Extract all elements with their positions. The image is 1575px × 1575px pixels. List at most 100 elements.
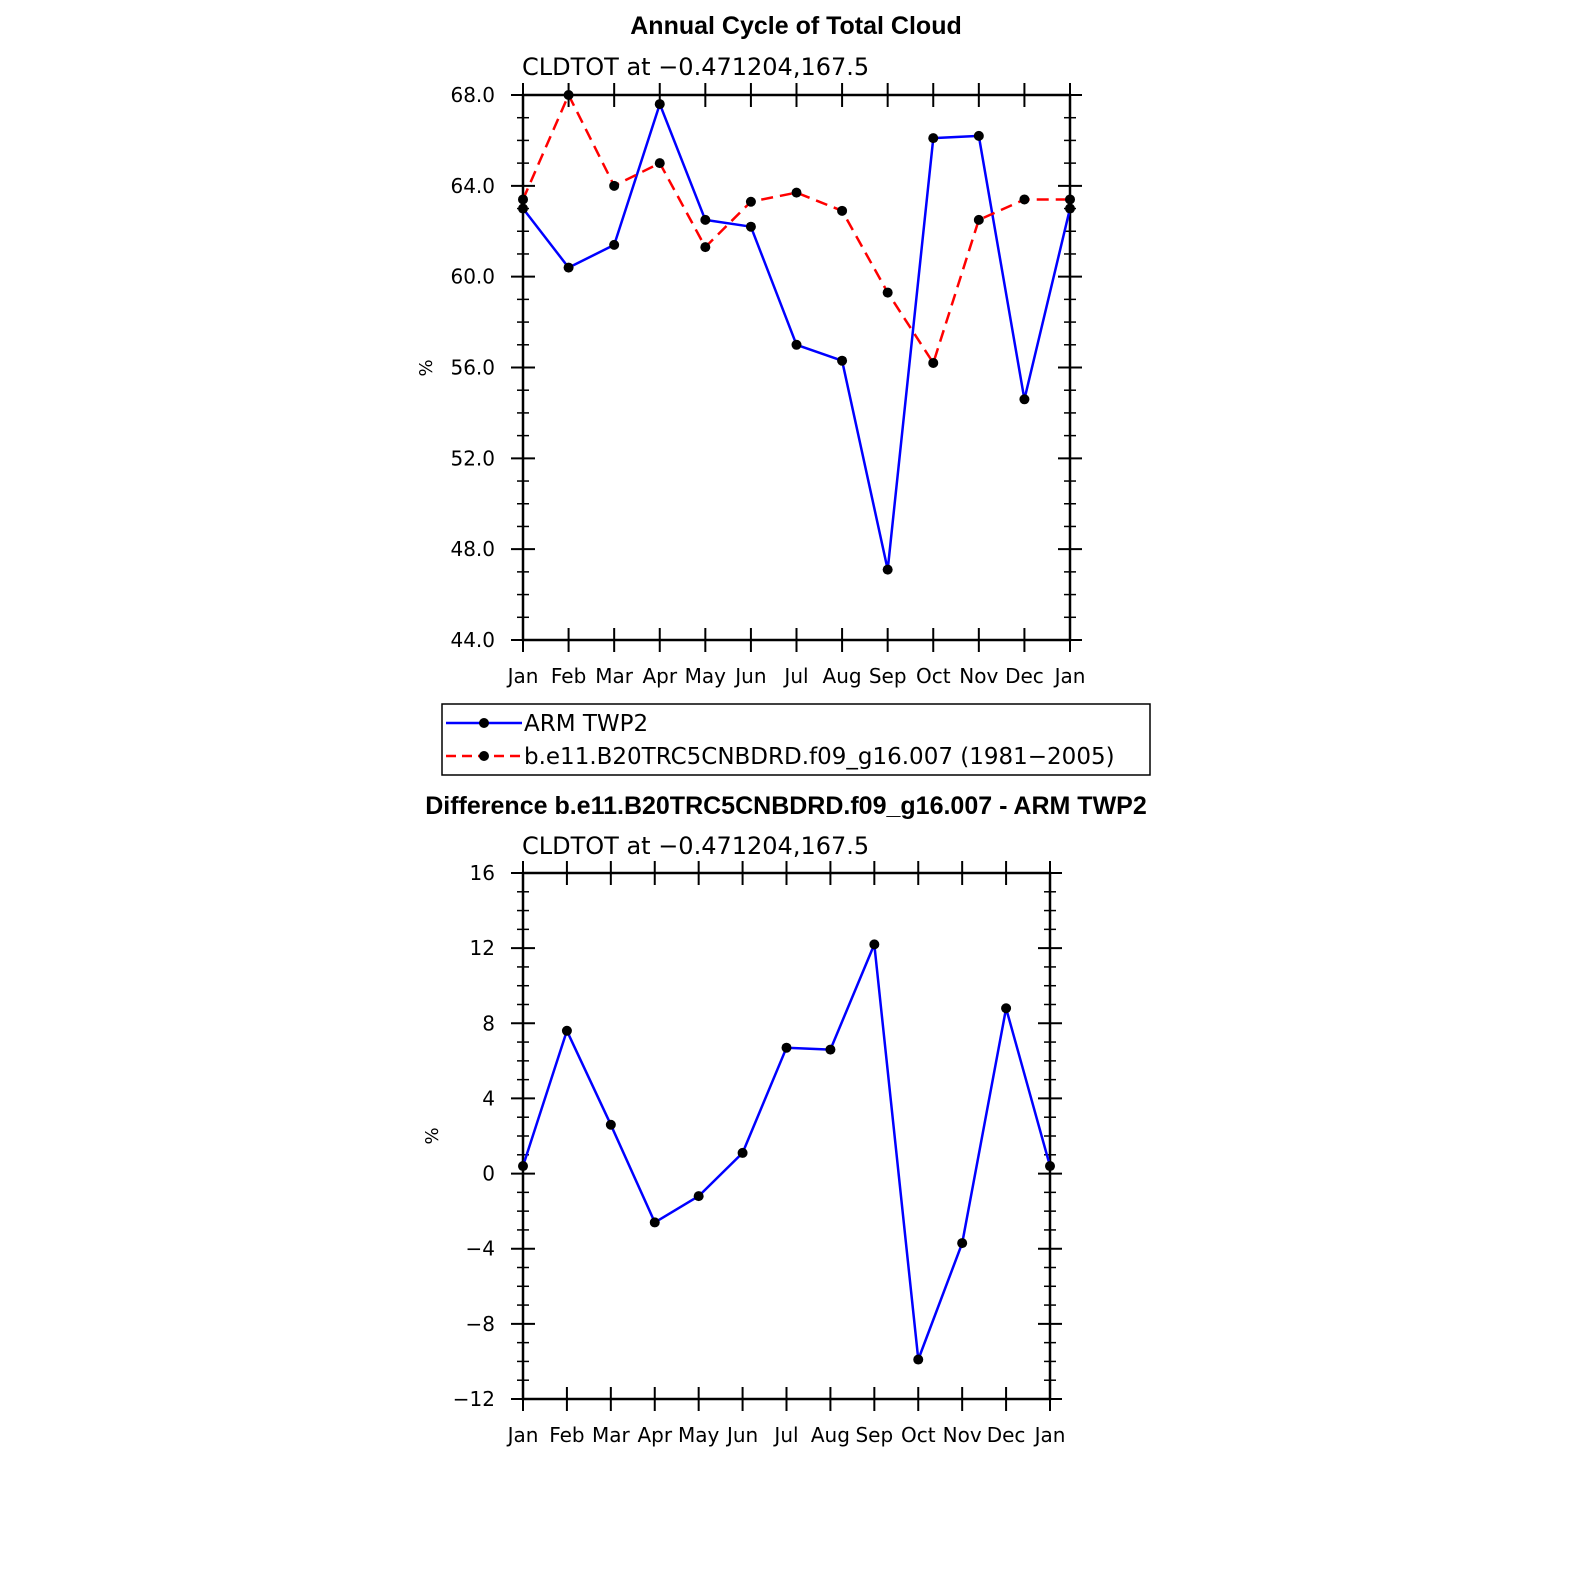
y-axis-label: % bbox=[416, 359, 437, 376]
y-axis: 44.0 48.0 52.0 56.0 60.0 64.0 68.0 bbox=[450, 83, 1082, 652]
x-tick-label: Jul bbox=[772, 1423, 798, 1447]
data-point bbox=[563, 262, 574, 273]
x-tick-label: May bbox=[678, 1423, 720, 1447]
data-point bbox=[518, 194, 528, 205]
x-axis: Jan Feb Mar Apr May Jun Jul Aug Sep Oct Nov Dec Jan bbox=[506, 83, 1086, 688]
data-point bbox=[518, 203, 528, 214]
y-tick-label: 68.0 bbox=[450, 83, 495, 107]
difference-panel: Difference b.e11.B20TRC5CNBDRD.f09_g16.0… bbox=[422, 792, 1147, 1447]
x-tick-label: Jul bbox=[782, 664, 808, 688]
chart-subtitle: CLDTOT at −0.471204,167.5 bbox=[522, 53, 869, 81]
y-axis: −12 −8 −4 0 4 8 12 16 bbox=[453, 861, 1062, 1411]
x-tick-label: Jun bbox=[725, 1423, 758, 1447]
plot-frame bbox=[521, 93, 1072, 642]
x-tick-label: Dec bbox=[987, 1423, 1026, 1447]
y-tick-label: 64.0 bbox=[450, 174, 495, 198]
x-tick-label: Jan bbox=[1053, 664, 1086, 688]
x-tick-label: Jan bbox=[1033, 1423, 1066, 1447]
series-0 bbox=[518, 99, 1075, 575]
x-tick-label: Aug bbox=[811, 1423, 850, 1447]
x-tick-label: Feb bbox=[551, 664, 586, 688]
data-point bbox=[693, 1191, 704, 1202]
data-point bbox=[609, 239, 620, 250]
data-point bbox=[1065, 203, 1075, 214]
data-point bbox=[837, 355, 848, 366]
x-tick-label: Jan bbox=[506, 664, 539, 688]
chart-title-difference: Difference b.e11.B20TRC5CNBDRD.f09_g16.0… bbox=[425, 792, 1147, 820]
series-line bbox=[521, 943, 1052, 1361]
data-point bbox=[882, 287, 893, 298]
y-tick-label: −12 bbox=[453, 1387, 495, 1411]
data-point bbox=[791, 187, 802, 198]
data-point bbox=[913, 1354, 924, 1365]
legend-entry-arm: ARM TWP2 bbox=[446, 711, 648, 737]
x-tick-label: Aug bbox=[823, 664, 862, 688]
y-tick-label: 48.0 bbox=[450, 537, 495, 561]
y-tick-label: 8 bbox=[482, 1011, 495, 1035]
data-point bbox=[1001, 1003, 1012, 1014]
data-point bbox=[609, 180, 620, 191]
y-tick-label: 16 bbox=[470, 861, 495, 885]
data-point bbox=[654, 99, 665, 110]
legend: ARM TWP2 b.e11.B20TRC5CNBDRD.f09_g16.007… bbox=[441, 703, 1151, 776]
legend-box bbox=[441, 703, 1151, 776]
x-tick-label: Sep bbox=[855, 1423, 893, 1447]
data-point bbox=[791, 339, 802, 350]
x-tick-label: Mar bbox=[592, 1423, 631, 1447]
data-point bbox=[1019, 394, 1030, 405]
data-point bbox=[928, 133, 939, 144]
x-tick-label: Jan bbox=[506, 1423, 539, 1447]
x-tick-label: Oct bbox=[901, 1423, 936, 1447]
x-tick-label: Feb bbox=[549, 1423, 584, 1447]
series-line bbox=[522, 102, 1072, 571]
x-tick-label: Nov bbox=[959, 664, 998, 688]
data-point bbox=[745, 196, 756, 207]
plot-frame bbox=[521, 871, 1052, 1401]
y-axis-label-difference: % bbox=[422, 1127, 443, 1144]
data-point bbox=[928, 357, 939, 368]
data-point bbox=[837, 205, 848, 216]
y-tick-label: 4 bbox=[482, 1086, 495, 1110]
legend-marker-model bbox=[479, 751, 489, 761]
chart-subtitle-difference: CLDTOT at −0.471204,167.5 bbox=[522, 832, 869, 860]
y-tick-label: 60.0 bbox=[450, 265, 495, 289]
x-tick-label: Apr bbox=[637, 1423, 672, 1447]
y-tick-label: 56.0 bbox=[450, 356, 495, 380]
x-tick-label: Dec bbox=[1005, 664, 1044, 688]
data-point bbox=[745, 221, 756, 232]
data-point bbox=[1065, 194, 1075, 205]
data-point bbox=[825, 1044, 836, 1055]
data-point bbox=[957, 1238, 968, 1249]
y-tick-label: 0 bbox=[482, 1162, 495, 1186]
data-point bbox=[700, 214, 711, 225]
data-point bbox=[973, 130, 984, 141]
data-point bbox=[973, 214, 984, 225]
data-point bbox=[700, 242, 711, 253]
y-tick-label: 52.0 bbox=[450, 446, 495, 470]
y-tick-label: 12 bbox=[470, 936, 495, 960]
data-point bbox=[737, 1147, 748, 1158]
x-tick-label: Sep bbox=[869, 664, 907, 688]
annual-cycle-panel: Annual Cycle of Total Cloud CLDTOT at −0… bbox=[416, 12, 1085, 688]
x-axis: Jan Feb Mar Apr May Jun Jul Aug Sep Oct Nov Dec Jan bbox=[506, 861, 1066, 1447]
series-0 bbox=[518, 939, 1055, 1365]
data-point bbox=[781, 1042, 792, 1053]
data-point bbox=[1019, 194, 1030, 205]
y-tick-label: 44.0 bbox=[450, 628, 495, 652]
x-tick-label: Oct bbox=[916, 664, 951, 688]
legend-entry-model: b.e11.B20TRC5CNBDRD.f09_g16.007 (1981−20… bbox=[446, 744, 1115, 770]
y-tick-label: −8 bbox=[466, 1312, 495, 1336]
x-tick-label: Mar bbox=[595, 664, 634, 688]
data-point bbox=[869, 939, 880, 950]
x-tick-label: Nov bbox=[943, 1423, 982, 1447]
data-point bbox=[561, 1025, 572, 1036]
data-point bbox=[882, 564, 893, 575]
data-point bbox=[654, 158, 665, 169]
x-tick-label: Apr bbox=[642, 664, 677, 688]
chart-title: Annual Cycle of Total Cloud bbox=[630, 12, 961, 40]
legend-label-model: b.e11.B20TRC5CNBDRD.f09_g16.007 (1981−20… bbox=[524, 744, 1115, 770]
legend-label-arm: ARM TWP2 bbox=[524, 711, 648, 737]
data-point bbox=[649, 1217, 660, 1228]
y-tick-label: −4 bbox=[466, 1237, 495, 1261]
